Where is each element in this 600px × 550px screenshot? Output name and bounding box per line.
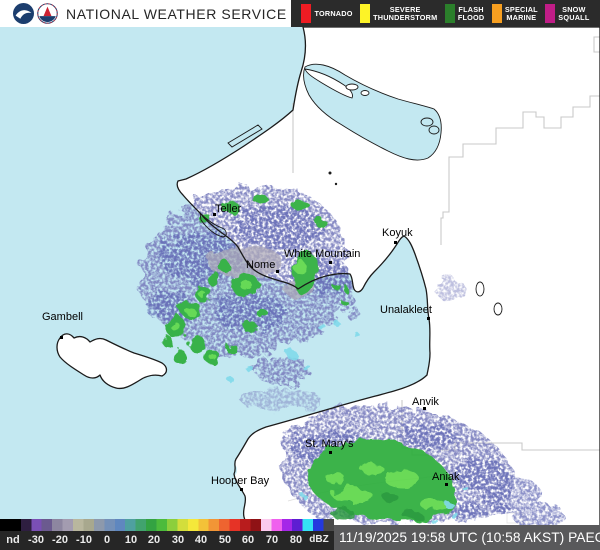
city-marker: [60, 336, 63, 339]
radar-cyan: [227, 322, 469, 523]
header-title: NATIONAL WEATHER SERVICE: [66, 5, 287, 22]
legend-label: SNOW SQUALL: [558, 4, 590, 22]
city-label-teller: Teller: [215, 203, 242, 215]
zone-border-corner: [593, 36, 600, 53]
city-label-anvik: Anvik: [412, 396, 439, 408]
app-header: NATIONAL WEATHER SERVICE TORNADO SEVERE …: [0, 0, 600, 27]
city-label-aniak: Aniak: [432, 471, 460, 483]
tiny-islands: [328, 171, 338, 186]
tick-70: 70: [265, 534, 279, 546]
legend-swatch-tornado: [301, 4, 312, 23]
city-marker: [276, 270, 279, 273]
tiny-island: [334, 182, 338, 186]
city-label-gambell: Gambell: [42, 311, 83, 323]
legend-label: SPECIAL MARINE: [504, 4, 538, 22]
timestamp: 11/19/2025 19:58 UTC (10:58 AKST) PAEC: [334, 525, 600, 550]
tick-60: 60: [241, 534, 255, 546]
city-marker: [213, 213, 216, 216]
legend-swatch-snow-squall: [545, 4, 556, 23]
city-label-hooper-bay: Hooper Bay: [211, 475, 270, 487]
city-label-white-mountain: White Mountain: [284, 248, 361, 260]
city-marker: [423, 407, 426, 410]
sound-island: [345, 83, 359, 91]
legend-item-snow-squall: SNOW SQUALL: [545, 4, 589, 23]
small-island: [494, 303, 502, 315]
legend-item-severe-thunderstorm: SEVERE THUNDERSTORM: [360, 4, 437, 23]
legend-item-tornado: TORNADO: [301, 4, 352, 23]
reflectivity-colorbar: [0, 519, 334, 531]
city-marker: [445, 483, 448, 486]
nws-logo: [37, 3, 58, 24]
legend-label: TORNADO: [314, 8, 353, 18]
legend-label: SEVERE THUNDERSTORM: [373, 4, 438, 22]
radar-dark-green: [330, 493, 422, 519]
legend-item-special-marine: SPECIAL MARINE: [491, 4, 538, 23]
city-marker: [427, 317, 430, 320]
tick-20: 20: [147, 534, 161, 546]
warning-legend: TORNADO SEVERE THUNDERSTORM FLASH FLOOD …: [291, 0, 600, 27]
city-marker: [394, 241, 397, 244]
city-label-koyuk: Koyuk: [382, 227, 413, 239]
tick-40: 40: [194, 534, 208, 546]
sound-lobe: [421, 118, 433, 126]
legend-swatch-flash-flood: [444, 4, 455, 23]
coastline-details: [199, 63, 503, 316]
radar-overlay: [139, 185, 564, 529]
tick-dbz: dBZ: [309, 534, 329, 545]
sledge-island: [328, 171, 332, 175]
tick-50: 50: [218, 534, 232, 546]
noaa-logo: [13, 3, 34, 24]
tick--10: -10: [76, 534, 92, 546]
land-fills: [57, 27, 600, 550]
tick--30: -30: [28, 534, 44, 546]
radar-bright-green: [172, 259, 444, 510]
tick--20: -20: [52, 534, 68, 546]
city-marker: [240, 488, 243, 491]
tick-10: 10: [124, 534, 138, 546]
sound-lobe: [429, 126, 439, 134]
tick-80: 80: [289, 534, 303, 546]
legend-label: FLASH FLOOD: [457, 4, 485, 22]
sound-islands: [304, 68, 370, 99]
tick-nd: nd: [6, 534, 20, 546]
sound-island: [360, 90, 370, 96]
tick-0: 0: [103, 534, 111, 546]
tick-30: 30: [171, 534, 185, 546]
city-label-unalakleet: Unalakleet: [380, 304, 432, 316]
city-label-st-mary-s: St. Mary's: [305, 438, 354, 450]
legend-swatch-special-marine: [491, 4, 502, 23]
zone-border-northeast: [440, 95, 600, 245]
legend-item-flash-flood: FLASH FLOOD: [444, 4, 485, 23]
radar-map-canvas[interactable]: Teller Nome White Mountain Koyuk Unalakleet G…: [0, 27, 600, 550]
legend-swatch-severe-thunderstorm: [360, 4, 371, 23]
colorbar-tick-labels: nd -30 -20 -10 0 10 20 30 40 50 60 70 80…: [0, 531, 334, 550]
city-marker: [329, 261, 332, 264]
besboro-island: [476, 282, 484, 296]
city-marker: [329, 451, 332, 454]
lopp-lagoon: [228, 125, 262, 147]
city-label-nome: Nome: [246, 259, 276, 271]
map-graphics: [0, 27, 600, 550]
